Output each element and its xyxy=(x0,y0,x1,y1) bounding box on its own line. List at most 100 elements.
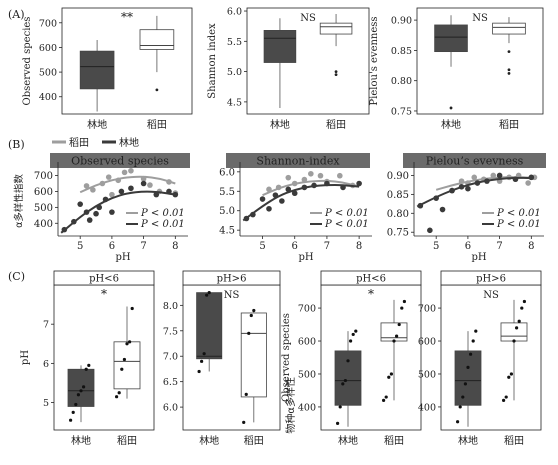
data-point xyxy=(389,372,393,376)
data-point xyxy=(402,299,406,304)
box-iqr xyxy=(334,350,362,406)
x-tick-label: 林地 xyxy=(458,434,478,447)
strip-label: pH>6 xyxy=(476,274,506,285)
data-point xyxy=(166,188,172,195)
data-point xyxy=(285,186,292,193)
x-tick-label: 林地 xyxy=(87,118,107,131)
box-group-forest xyxy=(263,18,297,108)
strip-header xyxy=(320,270,422,286)
data-point xyxy=(69,418,73,422)
data-point xyxy=(79,389,83,393)
y-tick-label: 400 xyxy=(39,92,57,103)
p-value-label: P < 0.01 xyxy=(324,208,369,219)
data-point xyxy=(490,172,497,179)
data-point xyxy=(517,319,521,323)
data-point xyxy=(512,339,516,343)
outlier-point xyxy=(155,88,159,92)
strip-header xyxy=(226,153,370,168)
data-point xyxy=(507,375,511,379)
data-point xyxy=(400,306,404,310)
x-tick-label: 稻田 xyxy=(244,435,264,447)
y-tick-label: 500 xyxy=(298,369,316,380)
box-group-paddy xyxy=(319,14,353,77)
box-iqr xyxy=(380,322,408,342)
x-tick-label: 林地 xyxy=(338,434,358,447)
plot-frame xyxy=(246,7,370,115)
data-point xyxy=(458,178,465,184)
strip-title: Pielou’s evevness xyxy=(426,155,524,168)
y-tick-label: 600 xyxy=(418,337,436,348)
data-point xyxy=(197,369,201,374)
y-tick-label: 400 xyxy=(34,219,53,230)
legend-label-paddy: 稻田 xyxy=(69,137,89,149)
box-group-paddy xyxy=(113,306,141,399)
data-point xyxy=(384,395,388,399)
panel-label-a: (A) xyxy=(8,8,25,21)
data-point xyxy=(74,402,78,407)
data-point xyxy=(93,210,99,217)
data-point xyxy=(291,190,298,197)
x-tick-label: 7 xyxy=(496,241,502,252)
data-point xyxy=(153,191,160,198)
box-iqr xyxy=(139,29,175,50)
y-tick-label: 6.0 xyxy=(219,167,235,178)
data-point xyxy=(340,184,346,191)
x-tick-label: 5 xyxy=(259,241,265,252)
x-tick-label: 6 xyxy=(292,241,298,252)
box-group-paddy xyxy=(139,15,175,92)
x-tick-label: 7 xyxy=(324,241,330,252)
data-point xyxy=(166,179,172,185)
data-point xyxy=(76,393,80,397)
box-group-paddy xyxy=(240,308,267,424)
data-point xyxy=(474,180,481,186)
y-tick-label: 6.0 xyxy=(163,403,178,414)
data-point xyxy=(463,382,467,386)
data-point xyxy=(243,215,250,222)
box-group-forest xyxy=(454,329,482,427)
y-tick-label: 0.85 xyxy=(391,46,412,57)
data-point xyxy=(99,180,106,187)
data-point xyxy=(250,211,256,218)
box-iqr xyxy=(67,368,95,407)
data-point xyxy=(317,172,324,179)
significance-label: NS xyxy=(483,290,499,301)
series-forest xyxy=(416,172,535,234)
y-axis-label: Observed species xyxy=(22,17,33,106)
strip-header xyxy=(403,153,546,168)
data-point xyxy=(484,178,490,184)
p-value-label: P < 0.01 xyxy=(140,208,185,219)
box-iqr xyxy=(319,22,353,35)
data-point xyxy=(244,392,248,396)
data-point xyxy=(87,363,91,367)
data-point xyxy=(458,184,465,190)
data-point xyxy=(356,180,362,187)
data-point xyxy=(522,299,527,304)
data-point xyxy=(266,186,272,193)
data-point xyxy=(128,167,134,174)
data-point xyxy=(71,410,75,414)
data-point xyxy=(346,359,350,363)
box-iqr xyxy=(492,22,526,35)
data-point xyxy=(96,204,103,211)
box-group-forest xyxy=(67,363,95,423)
data-point xyxy=(272,192,279,198)
outlier-point xyxy=(507,68,511,72)
data-point xyxy=(120,367,124,371)
y-axis-label: Shannon index xyxy=(207,23,218,99)
chart-c4: pH>6 400 500 600 700 NS 林地 稻田 xyxy=(418,270,542,447)
x-tick-label: 7 xyxy=(140,241,146,252)
data-point xyxy=(520,306,524,310)
data-point xyxy=(338,405,342,409)
data-point xyxy=(301,184,308,191)
data-point xyxy=(109,209,115,215)
data-point xyxy=(140,175,147,182)
data-point xyxy=(439,206,446,213)
x-tick-label: 林地 xyxy=(71,434,91,447)
data-point xyxy=(509,372,513,376)
x-tick-label: 林地 xyxy=(270,118,290,131)
x-tick-label: 稻田 xyxy=(504,435,524,447)
data-point xyxy=(311,182,317,189)
y-tick-label: 6.0 xyxy=(227,7,242,18)
data-point xyxy=(471,339,475,343)
